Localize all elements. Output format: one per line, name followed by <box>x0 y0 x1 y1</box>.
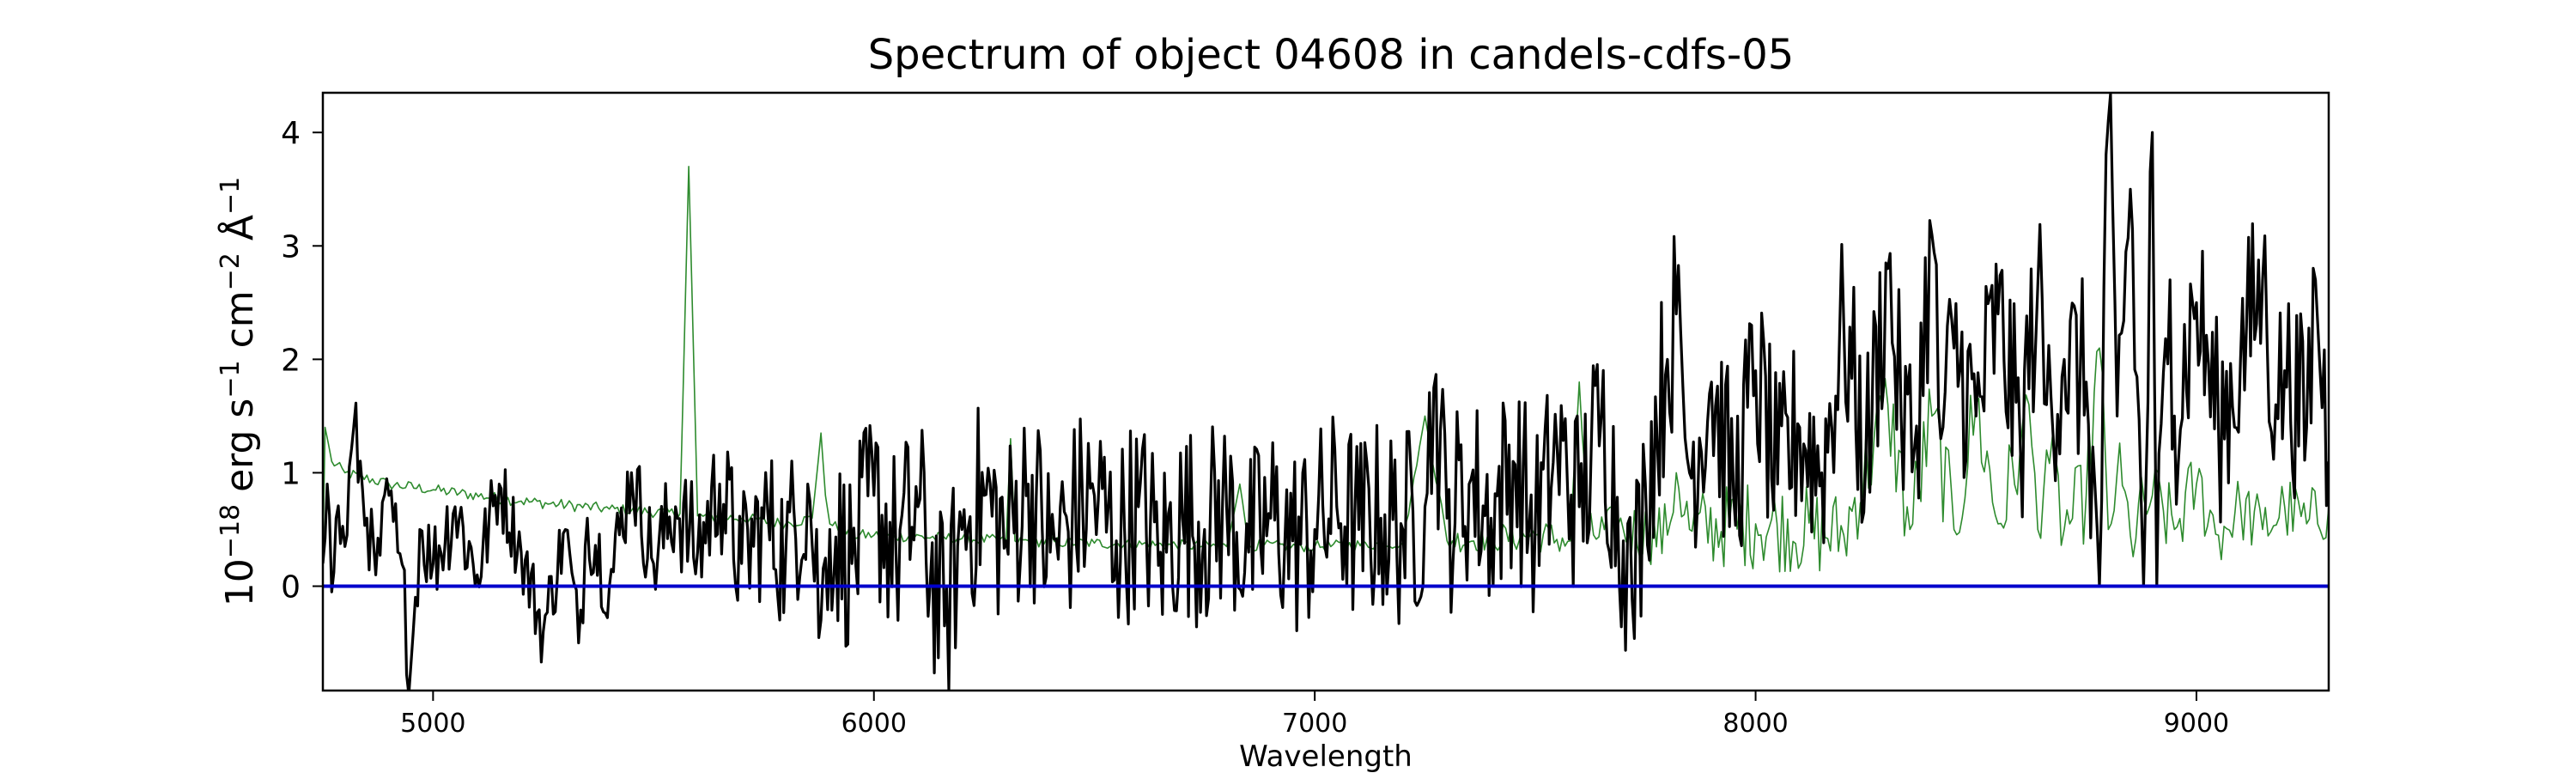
error-series-line <box>323 166 2329 573</box>
y-axis: 0 1 2 3 4 <box>281 116 323 605</box>
y-label-exponent: −1 <box>216 360 246 398</box>
y-tick-label: 2 <box>281 343 301 378</box>
y-label-text: 10 <box>218 558 262 606</box>
x-axis: 5000 6000 7000 8000 9000 <box>400 691 2229 739</box>
y-tick-label: 4 <box>281 116 301 151</box>
y-label-text: erg s <box>218 399 262 504</box>
y-tick-label: 0 <box>281 569 301 605</box>
plot-frame <box>321 91 2330 692</box>
y-label-exponent: −18 <box>216 504 246 558</box>
chart-title: Spectrum of object 04608 in candels-cdfs… <box>868 31 1795 79</box>
x-tick-label: 5000 <box>400 709 465 739</box>
x-tick-label: 8000 <box>1722 709 1788 739</box>
x-tick-label: 7000 <box>1282 709 1347 739</box>
y-label-exponent: −1 <box>216 177 246 215</box>
y-label-text: Å <box>216 215 262 253</box>
x-tick-label: 9000 <box>2164 709 2229 739</box>
x-axis-label: Wavelength <box>1239 740 1413 773</box>
y-tick-label: 3 <box>281 229 301 265</box>
y-label-exponent: −2 <box>216 253 246 290</box>
flux-series-line <box>323 93 2329 691</box>
x-tick-label: 6000 <box>841 709 907 739</box>
y-label-text: cm <box>218 290 262 360</box>
y-axis-label: 10−18 erg s−1 cm−2 Å−1 <box>216 177 262 606</box>
y-tick-label: 1 <box>281 456 301 491</box>
